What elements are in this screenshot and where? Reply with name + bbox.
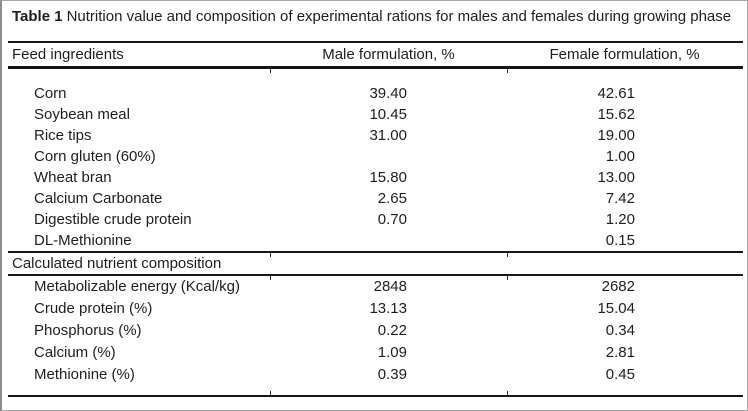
male-value: 10.45	[369, 106, 407, 123]
column-header-male-formulation: Male formulation, %	[322, 46, 455, 63]
table-row: Wheat bran 15.80 13.00	[2, 167, 747, 188]
female-value: 2682	[601, 278, 635, 295]
section-header-label: Calculated nutrient composition	[12, 255, 222, 272]
male-value: 15.80	[369, 169, 407, 186]
table-row: Metabolizable energy (Kcal/kg) 2848 2682	[2, 276, 747, 298]
row-label: Wheat bran	[34, 169, 112, 186]
column-divider-tick	[507, 276, 508, 280]
female-value: 0.45	[605, 366, 635, 383]
male-value: 39.40	[369, 85, 407, 102]
table-row: DL-Methionine 0.15	[2, 230, 747, 251]
row-label: Calcium Carbonate	[34, 190, 163, 207]
column-header-feed-ingredients: Feed ingredients	[12, 46, 124, 63]
male-value: 1.09	[377, 344, 407, 361]
section-divider-rule	[8, 251, 743, 257]
male-value: 0.22	[377, 322, 407, 339]
section-header-row: Calculated nutrient composition	[2, 253, 747, 274]
row-label: Methionine (%)	[34, 366, 135, 383]
row-label: Calcium (%)	[34, 344, 116, 361]
column-divider-tick	[507, 253, 508, 257]
row-label: Digestible crude protein	[34, 211, 192, 228]
column-divider-tick	[270, 276, 271, 280]
female-value: 13.00	[597, 169, 635, 186]
header-spacer	[2, 69, 747, 83]
male-value: 2848	[373, 278, 407, 295]
table-row: Corn 39.40 42.61	[2, 83, 747, 104]
table-row: Methionine (%) 0.39 0.45	[2, 364, 747, 386]
female-value: 7.42	[605, 190, 635, 207]
table-row: Soybean meal 10.45 15.62	[2, 104, 747, 125]
bottom-spacer	[2, 386, 747, 395]
table-top-rule	[8, 41, 743, 43]
table-caption-number: Table 1	[12, 8, 63, 25]
table-row: Phosphorus (%) 0.22 0.34	[2, 320, 747, 342]
row-label: Metabolizable energy (Kcal/kg)	[34, 278, 240, 295]
table-row: Rice tips 31.00 19.00	[2, 125, 747, 146]
column-header-female-formulation: Female formulation, %	[549, 46, 700, 63]
row-label: Corn	[34, 85, 67, 102]
female-value: 0.15	[605, 232, 635, 249]
row-label: Corn gluten (60%)	[34, 148, 156, 165]
female-value: 15.04	[597, 300, 635, 317]
column-divider-tick	[270, 391, 271, 395]
table-row: Crude protein (%) 13.13 15.04	[2, 298, 747, 320]
header-bottom-rule	[8, 66, 743, 73]
row-label: Phosphorus (%)	[34, 322, 142, 339]
column-divider-tick	[507, 391, 508, 395]
male-value: 13.13	[369, 300, 407, 317]
row-label: DL-Methionine	[34, 232, 132, 249]
column-divider-tick	[507, 69, 508, 73]
column-divider-tick	[270, 253, 271, 257]
female-value: 0.34	[605, 322, 635, 339]
section-bottom-rule	[8, 274, 743, 280]
row-label: Soybean meal	[34, 106, 130, 123]
female-value: 15.62	[597, 106, 635, 123]
table-bottom-rule	[8, 391, 743, 397]
female-value: 42.61	[597, 85, 635, 102]
table-header-row: Feed ingredients Male formulation, % Fem…	[2, 43, 747, 66]
female-value: 1.20	[605, 211, 635, 228]
male-value: 0.39	[377, 366, 407, 383]
table-row: Digestible crude protein 0.70 1.20	[2, 209, 747, 230]
male-value: 2.65	[377, 190, 407, 207]
table-row: Calcium Carbonate 2.65 7.42	[2, 188, 747, 209]
row-label: Rice tips	[34, 127, 92, 144]
row-label: Crude protein (%)	[34, 300, 153, 317]
column-divider-tick	[270, 69, 271, 73]
table-caption-text: Nutrition value and composition of exper…	[66, 8, 732, 25]
table-caption: Table 1 Nutrition value and composition o…	[12, 8, 744, 25]
female-value: 19.00	[597, 127, 635, 144]
male-value: 31.00	[369, 127, 407, 144]
table-row: Calcium (%) 1.09 2.81	[2, 342, 747, 364]
female-value: 1.00	[605, 148, 635, 165]
table-row: Corn gluten (60%) 1.00	[2, 146, 747, 167]
male-value: 0.70	[377, 211, 407, 228]
female-value: 2.81	[605, 344, 635, 361]
